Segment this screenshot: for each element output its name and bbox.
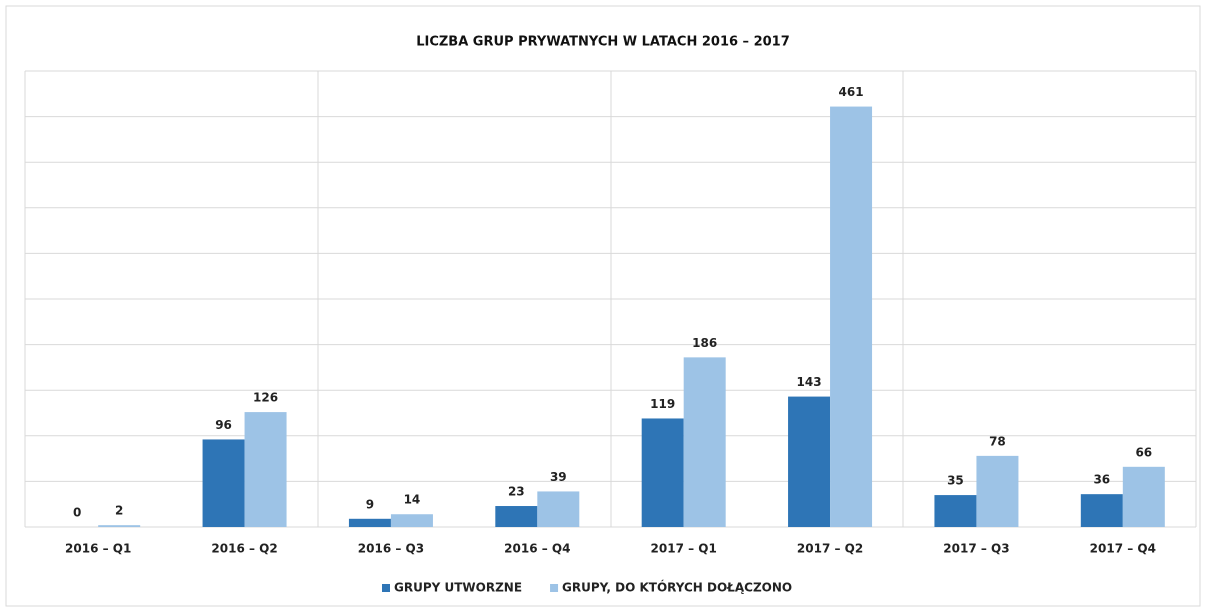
data-label: 143 bbox=[797, 375, 822, 389]
data-label: 66 bbox=[1135, 445, 1152, 459]
legend-swatch bbox=[550, 584, 559, 592]
bar bbox=[976, 455, 1019, 527]
chart-title: LICZBA GRUP PRYWATNYCH W LATACH 2016 – 2… bbox=[416, 35, 790, 50]
data-label: 23 bbox=[508, 485, 525, 499]
data-label: 186 bbox=[692, 336, 717, 350]
bar bbox=[348, 518, 391, 527]
x-tick-label: 2017 – Q4 bbox=[1090, 542, 1156, 556]
x-tick-label: 2017 – Q1 bbox=[651, 542, 717, 556]
bar bbox=[683, 357, 726, 527]
bar bbox=[788, 396, 831, 527]
bar bbox=[1080, 494, 1123, 527]
data-label: 78 bbox=[989, 434, 1006, 448]
bar bbox=[1122, 466, 1165, 527]
data-label: 126 bbox=[253, 391, 278, 405]
legend-label: GRUPY UTWORZNE bbox=[394, 581, 522, 595]
data-label: 14 bbox=[404, 493, 421, 507]
data-label: 35 bbox=[947, 474, 964, 488]
data-label: 39 bbox=[550, 470, 567, 484]
bar bbox=[830, 106, 873, 528]
chart-border bbox=[5, 5, 1201, 607]
bar bbox=[641, 418, 684, 527]
legend-label: GRUPY, DO KTÓRYCH DOŁĄCZONO bbox=[562, 580, 792, 595]
bar bbox=[934, 495, 977, 527]
x-tick-label: 2017 – Q3 bbox=[943, 542, 1009, 556]
data-label: 9 bbox=[366, 497, 374, 511]
bar bbox=[202, 439, 245, 527]
bar bbox=[98, 525, 141, 527]
data-label: 0 bbox=[73, 506, 81, 520]
bar bbox=[390, 514, 433, 527]
bar bbox=[244, 412, 287, 527]
bar bbox=[495, 506, 538, 527]
data-label: 461 bbox=[839, 85, 864, 99]
data-label: 119 bbox=[650, 397, 675, 411]
x-tick-label: 2016 – Q2 bbox=[211, 542, 277, 556]
data-label: 36 bbox=[1093, 473, 1110, 487]
bar bbox=[537, 491, 580, 527]
x-tick-label: 2016 – Q3 bbox=[358, 542, 424, 556]
data-label: 96 bbox=[215, 418, 232, 432]
x-tick-label: 2017 – Q2 bbox=[797, 542, 863, 556]
data-label: 2 bbox=[115, 504, 123, 518]
legend-swatch bbox=[382, 584, 390, 592]
x-tick-label: 2016 – Q4 bbox=[504, 542, 570, 556]
x-tick-label: 2016 – Q1 bbox=[65, 542, 131, 556]
